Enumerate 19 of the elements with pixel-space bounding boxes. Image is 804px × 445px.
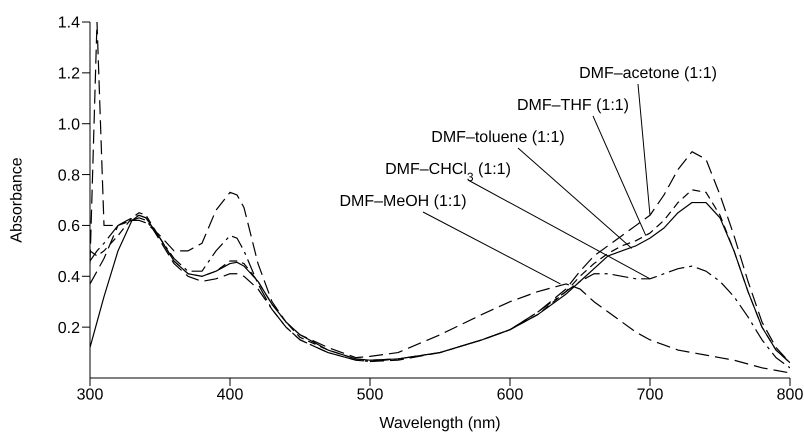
- x-tick-label: 400: [216, 386, 244, 404]
- x-tick-label: 300: [76, 386, 104, 404]
- x-tick-label: 500: [356, 386, 384, 404]
- y-axis-title: Absorbance: [8, 157, 26, 243]
- y-tick-label: 1.0: [58, 116, 80, 134]
- y-tick-label: 0.8: [58, 167, 80, 184]
- annotation: DMF–toluene (1:1): [431, 129, 565, 146]
- annotation: DMF–acetone (1:1): [579, 65, 717, 82]
- y-tick-label: 0.2: [58, 320, 80, 337]
- annotation: DMF–THF (1:1): [517, 97, 629, 114]
- x-axis-title: Wavelength (nm): [379, 415, 501, 432]
- x-tick-label: 800: [776, 386, 804, 404]
- x-tick-label: 700: [636, 386, 664, 404]
- y-tick-label: 0.6: [58, 218, 80, 236]
- y-tick-label: 1.2: [58, 66, 80, 83]
- y-tick-label: 1.4: [58, 14, 80, 32]
- annotation: DMF–MeOH (1:1): [339, 193, 467, 210]
- x-tick-label: 600: [496, 386, 524, 404]
- y-tick-label: 0.4: [58, 268, 80, 286]
